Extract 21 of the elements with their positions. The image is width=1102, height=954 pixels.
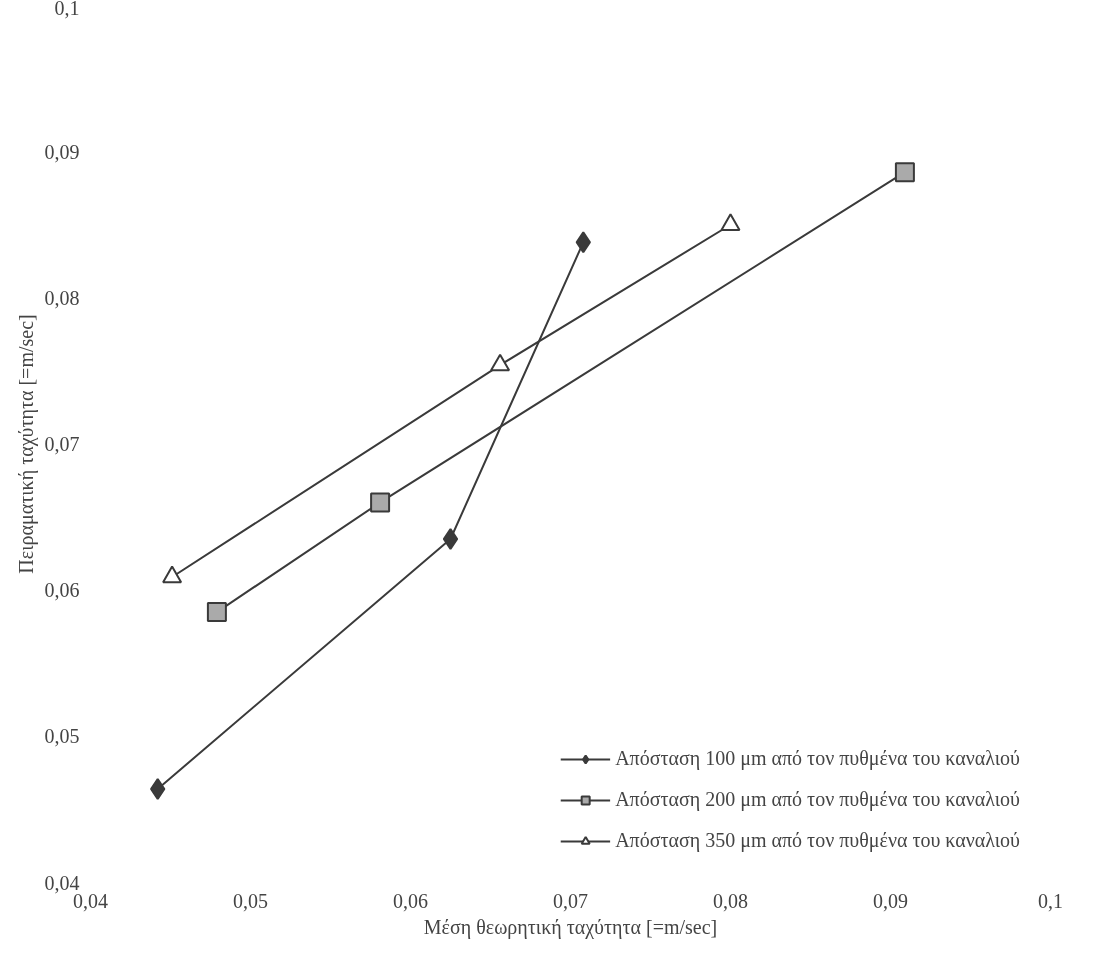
x-tick-label: 0,05 bbox=[233, 889, 268, 912]
x-tick-label: 0,06 bbox=[393, 889, 428, 912]
y-axis-title: Πειραματική ταχύτητα [=m/sec] bbox=[14, 314, 38, 574]
point bbox=[894, 162, 915, 183]
y-tick-label: 0,07 bbox=[44, 433, 80, 455]
point bbox=[370, 492, 391, 513]
y-tick-label: 0,08 bbox=[44, 286, 80, 309]
y-tick-label: 0,06 bbox=[44, 579, 80, 602]
point bbox=[206, 602, 227, 623]
x-axis-title: Μέση θεωρητική ταχύτητα [=m/sec] bbox=[423, 915, 718, 939]
y-tick-label: 0,05 bbox=[44, 725, 80, 748]
legend-label: Απόσταση 100 μm από τον πυθμένα του καναλιού bbox=[615, 747, 1020, 770]
y-tick-label: 0,1 bbox=[54, 0, 80, 19]
legend-label: Απόσταση 350 μm από τον πυθμένα του καναλιού bbox=[615, 829, 1020, 852]
legend-label: Απόσταση 200 μm από τον πυθμένα του καναλιού bbox=[615, 788, 1020, 811]
x-tick-label: 0,07 bbox=[553, 889, 588, 912]
x-tick-label: 0,09 bbox=[873, 889, 908, 912]
x-tick-label: 0,08 bbox=[713, 889, 748, 912]
x-tick-label: 0,1 bbox=[1038, 889, 1063, 912]
point bbox=[442, 528, 459, 551]
y-tick-label: 0,09 bbox=[44, 140, 80, 163]
